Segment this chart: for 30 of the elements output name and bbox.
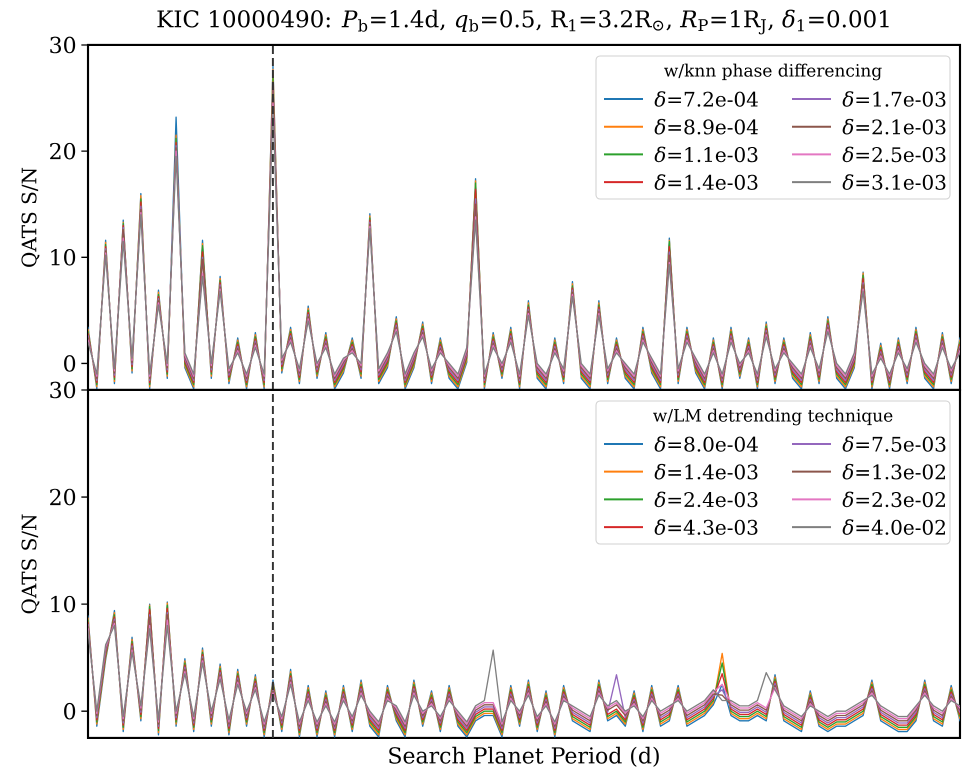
legend-label: δ=1.4e-03 (654, 464, 758, 480)
legend-title: w/knn phase differencing (664, 64, 882, 80)
legend-label: δ=1.1e-03 (654, 146, 758, 162)
legend-label: δ=2.3e-02 (842, 492, 945, 508)
y-tick-label: 10 (51, 596, 76, 612)
y-tick-label: 10 (51, 248, 76, 266)
chart-title: KIC 10000490: P$_{b}$=1.4d, q$_{b}$=0.5, R$_{1}$=3.2R$_{⊙}$, R$_{P}$=1R$_{J}$, δ$_{1}$=0.001 (157, 10, 889, 34)
y-axis-title: QATS S/N (21, 514, 40, 614)
y-axis-title: QATS S/N (21, 168, 40, 267)
legend-label: δ=7.2e-04 (654, 91, 758, 107)
legend-label: δ=1.7e-03 (842, 91, 946, 107)
y-tick-label: 20 (50, 142, 76, 160)
y-tick-label: 0 (64, 355, 76, 372)
legend-label: δ=1.3e-02 (842, 464, 945, 480)
legend-label: δ=8.0e-04 (654, 436, 758, 452)
x-axis-title: Search Planet Period (d) (389, 746, 659, 767)
legend-label: δ=8.9e-04 (654, 118, 758, 134)
legend-label: δ=4.3e-03 (654, 519, 758, 535)
legend-label: δ=2.1e-03 (842, 118, 946, 134)
y-tick-label: 30 (50, 382, 76, 398)
y-tick-label: 30 (50, 36, 76, 54)
legend-label: δ=2.5e-03 (842, 146, 946, 162)
legend-label: δ=2.4e-03 (654, 492, 758, 508)
legend-title: w/LM detrending technique (653, 408, 892, 426)
legend-label: δ=1.4e-03 (654, 174, 758, 190)
legend-label: δ=3.1e-03 (842, 174, 946, 190)
legend-label: δ=4.0e-02 (842, 519, 945, 535)
y-tick-label: 20 (50, 488, 76, 506)
y-tick-label: 0 (64, 702, 76, 720)
legend-label: δ=7.5e-03 (842, 436, 946, 452)
